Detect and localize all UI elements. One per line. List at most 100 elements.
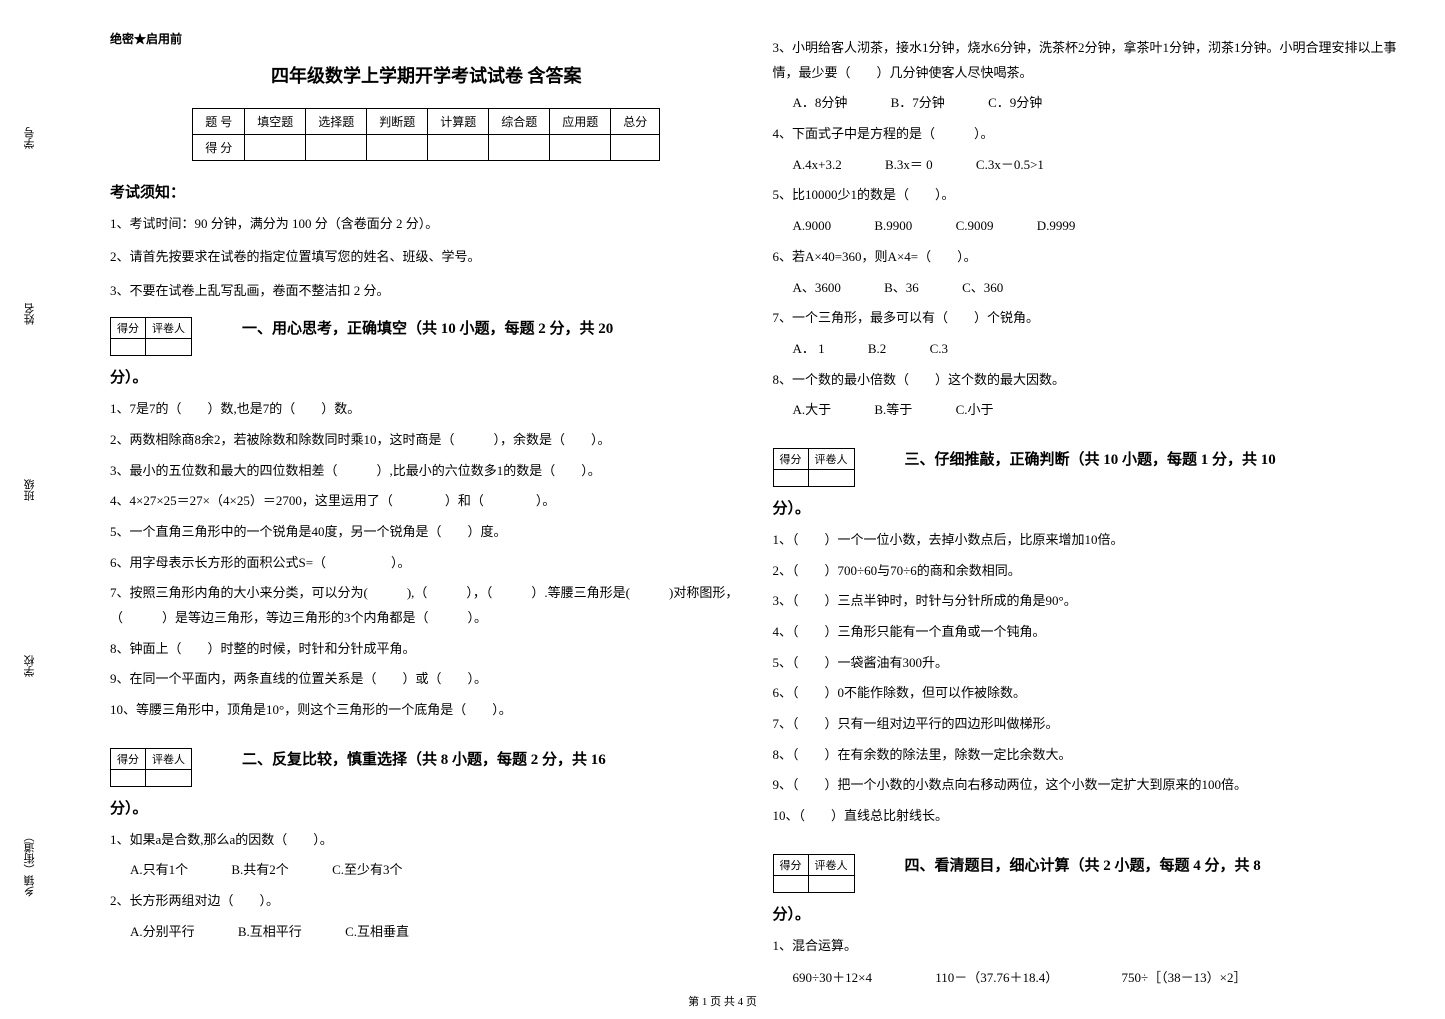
option: A．8分钟 [793,91,848,116]
right-column: 3、小明给客人沏茶，接水1分钟，烧水6分钟，洗茶杯2分钟，拿茶叶1分钟，沏茶1分… [773,30,1406,994]
option: B、36 [884,276,919,301]
options: A.分别平行 B.互相平行 C.互相垂直 [130,920,743,945]
table-row-label: 得 分 [193,135,245,161]
question: 1、（ ）一个一位小数，去掉小数点后，比原来增加10倍。 [773,528,1406,553]
question: 9、在同一个平面内，两条直线的位置关系是（ ）或（ ）。 [110,667,743,692]
question: 5、一个直角三角形中的一个锐角是40度，另一个锐角是（ ）度。 [110,520,743,545]
option: C.9009 [956,214,994,239]
option: A.大于 [793,398,832,423]
option: B.等于 [874,398,912,423]
table-header: 应用题 [550,109,611,135]
table-header: 综合题 [489,109,550,135]
mini-table-header: 评卷人 [808,854,854,875]
option: C.小于 [956,398,994,423]
table-cell [367,135,428,161]
score-summary-table: 题 号 填空题 选择题 判断题 计算题 综合题 应用题 总分 得 分 [192,108,660,161]
mini-table-header: 评卷人 [146,748,192,769]
option: C.至少有3个 [332,858,402,883]
question: 3、最小的五位数和最大的四位数相差（ ）,比最小的六位数多1的数是（ ）。 [110,459,743,484]
question: 8、（ ）在有余数的除法里，除数一定比余数大。 [773,743,1406,768]
expression: 110－（37.76＋18.4） [935,967,1058,986]
question: 3、小明给客人沏茶，接水1分钟，烧水6分钟，洗茶杯2分钟，拿茶叶1分钟，沏茶1分… [773,36,1406,85]
option: C、360 [962,276,1003,301]
option: B.9900 [874,214,912,239]
option: A.4x+3.2 [793,153,842,178]
section-score-box: 得分 评卷人 [773,448,855,487]
calc-expressions: 690÷30＋12×4 110－（37.76＋18.4） 750÷［（38－13… [793,967,1406,986]
table-cell [611,135,660,161]
question: 8、钟面上（ ）时整的时候，时针和分针成平角。 [110,637,743,662]
question: 7、（ ）只有一组对边平行的四边形叫做梯形。 [773,712,1406,737]
options: A.大于 B.等于 C.小于 [793,398,1406,423]
mini-table-header: 评卷人 [146,318,192,339]
notice-item: 1、考试时间：90 分钟，满分为 100 分（含卷面分 2 分）。 [110,212,743,235]
section-3-title-end: 分）。 [773,497,1406,518]
options: A.4x+3.2 B.3x＝ 0 C.3x－0.5>1 [793,153,1406,178]
question: 7、按照三角形内角的大小来分类，可以分为( ),（ ），（ ）.等腰三角形是( … [110,581,743,630]
section-3-title: 三、仔细推敲，正确判断（共 10 小题，每题 1 分，共 10 [905,448,1276,472]
question: 5、比10000少1的数是（ ）。 [773,183,1406,208]
binding-label: 姓名 [22,303,38,325]
question: 2、（ ）700÷60与70÷6的商和余数相同。 [773,559,1406,584]
question: 5、（ ）一袋酱油有300升。 [773,651,1406,676]
question: 4、下面式子中是方程的是（ ）。 [773,122,1406,147]
mini-table-header: 得分 [773,854,808,875]
question: 10、等腰三角形中，顶角是10°，则这个三角形的一个底角是（ ）。 [110,698,743,723]
section-score-box: 得分 评卷人 [773,854,855,893]
question: 2、长方形两组对边（ ）。 [110,889,743,914]
table-cell [245,135,306,161]
option: D.9999 [1037,214,1076,239]
exam-title: 四年级数学上学期开学考试试卷 含答案 [110,62,743,88]
options: A.只有1个 B.共有2个 C.至少有3个 [130,858,743,883]
notice-heading: 考试须知： [110,181,743,202]
question: 6、用字母表示长方形的面积公式S=（ ）。 [110,551,743,576]
table-header: 填空题 [245,109,306,135]
left-column: 绝密★启用前 四年级数学上学期开学考试试卷 含答案 题 号 填空题 选择题 判断… [110,30,743,994]
option: A.分别平行 [130,920,195,945]
question: 6、若A×40=360，则A×4=（ ）。 [773,245,1406,270]
table-cell [489,135,550,161]
option: C．9分钟 [988,91,1042,116]
table-header: 总分 [611,109,660,135]
section-1-title: 一、用心思考，正确填空（共 10 小题，每题 2 分，共 20 [242,317,613,341]
notice-item: 3、不要在试卷上乱写乱画，卷面不整洁扣 2 分。 [110,279,743,302]
question: 1、如果a是合数,那么a的因数（ ）。 [110,828,743,853]
expression: 690÷30＋12×4 [793,967,872,986]
mini-table-header: 得分 [773,448,808,469]
question: 4、（ ）三角形只能有一个直角或一个钝角。 [773,620,1406,645]
option: A.只有1个 [130,858,188,883]
option: B.互相平行 [238,920,302,945]
option: B.共有2个 [231,858,288,883]
notice-item: 2、请首先按要求在试卷的指定位置填写您的姓名、班级、学号。 [110,245,743,268]
binding-margin: 学号 姓名 班级 学校 乡镇（街道） [0,30,60,994]
option: A.9000 [793,214,832,239]
options: A． 1 B.2 C.3 [793,337,1406,362]
question: 7、一个三角形，最多可以有（ ）个锐角。 [773,306,1406,331]
options: A、3600 B、36 C、360 [793,276,1406,301]
binding-label: 学校 [22,655,38,677]
option: B．7分钟 [891,91,945,116]
binding-label: 学号 [22,127,38,149]
section-4-title-end: 分）。 [773,903,1406,924]
section-1-title-end: 分）。 [110,366,743,387]
section-2-title: 二、反复比较，慎重选择（共 8 小题，每题 2 分，共 16 [242,748,606,772]
mini-table-header: 评卷人 [808,448,854,469]
section-2-title-end: 分）。 [110,797,743,818]
table-cell [306,135,367,161]
option: C.3 [930,337,948,362]
table-header: 计算题 [428,109,489,135]
section-score-box: 得分 评卷人 [110,748,192,787]
option: B.3x＝ 0 [885,153,933,178]
table-header: 题 号 [193,109,245,135]
option: C.互相垂直 [345,920,409,945]
page-footer: 第 1 页 共 4 页 [0,993,1445,1009]
question: 8、一个数的最小倍数（ ）这个数的最大因数。 [773,368,1406,393]
section-score-box: 得分 评卷人 [110,317,192,356]
question: 6、（ ）0不能作除数，但可以作被除数。 [773,681,1406,706]
binding-label: 乡镇（街道） [22,831,38,897]
table-header: 判断题 [367,109,428,135]
option: A、3600 [793,276,841,301]
binding-label: 班级 [22,479,38,501]
secret-marker: 绝密★启用前 [110,30,743,47]
question: 9、（ ）把一个小数的小数点向右移动两位，这个小数一定扩大到原来的100倍。 [773,773,1406,798]
